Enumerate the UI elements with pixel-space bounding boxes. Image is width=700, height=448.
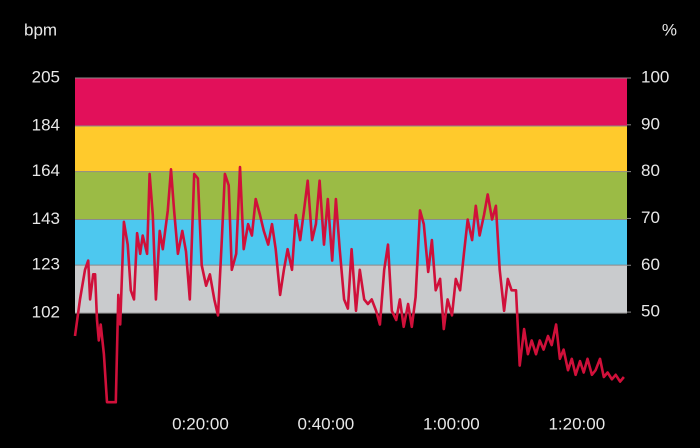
y-axis-label: bpm: [24, 20, 57, 39]
y2-tick-label: 70: [641, 208, 660, 227]
y-tick-label: 123: [32, 255, 60, 274]
heart-rate-line: [73, 165, 625, 404]
y-tick-label: 143: [32, 209, 60, 228]
y-tick-label: 205: [32, 67, 60, 86]
y2-tick-label: 50: [641, 302, 660, 321]
x-tick-label: 0:40:00: [298, 414, 355, 433]
y2-tick-label: 100: [641, 67, 669, 86]
zone-band: [75, 78, 627, 126]
x-tick-label: 0:20:00: [172, 414, 229, 433]
y-tick-label: 164: [32, 161, 60, 180]
y2-tick-label: 90: [641, 114, 660, 133]
zone-band: [75, 125, 627, 172]
x-tick-label: 1:00:00: [423, 414, 480, 433]
x-tick-label: 1:20:00: [548, 414, 605, 433]
zone-band: [75, 171, 627, 220]
y2-tick-label: 80: [641, 161, 660, 180]
y2-axis-label: %: [662, 20, 677, 39]
y2-tick-label: 60: [641, 255, 660, 274]
y-tick-label: 102: [32, 303, 60, 322]
y-tick-label: 184: [32, 115, 60, 134]
